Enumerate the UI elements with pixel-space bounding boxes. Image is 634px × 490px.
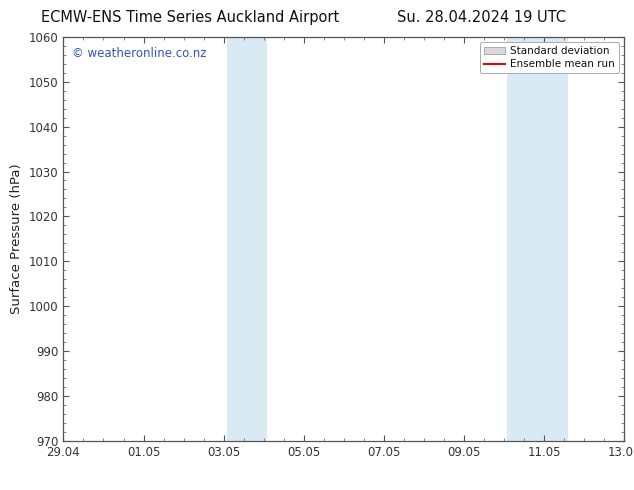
Text: © weatheronline.co.nz: © weatheronline.co.nz	[72, 47, 206, 60]
Bar	[227, 37, 267, 441]
Y-axis label: Surface Pressure (hPa): Surface Pressure (hPa)	[10, 164, 23, 314]
Text: ECMW-ENS Time Series Auckland Airport: ECMW-ENS Time Series Auckland Airport	[41, 10, 339, 24]
Bar	[507, 37, 567, 441]
Text: Su. 28.04.2024 19 UTC: Su. 28.04.2024 19 UTC	[398, 10, 566, 24]
Legend: Standard deviation, Ensemble mean run: Standard deviation, Ensemble mean run	[480, 42, 619, 74]
